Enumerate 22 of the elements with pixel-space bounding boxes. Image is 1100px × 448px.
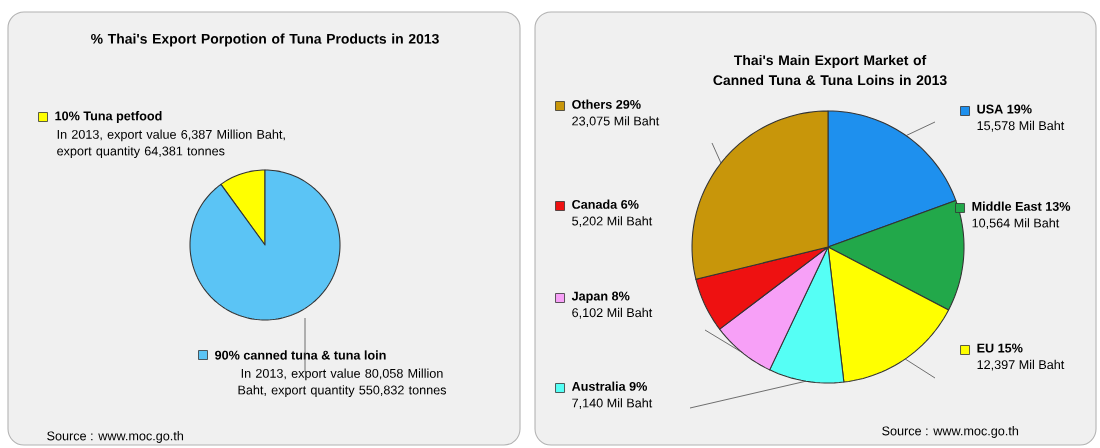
chart-title: % Thai's Export Porpotion of Tuna Products in 2013 bbox=[91, 33, 439, 47]
text: In 2013, export value 6,387 Million Baht, export quantity 64,381 tonnes bbox=[57, 129, 285, 158]
legend-label: Australia 9% bbox=[571, 381, 648, 391]
legend-label: 90% canned tuna & tuna loin bbox=[215, 350, 386, 360]
chart-title: Thai's Main Export Market of Canned Tuna & Tuna Loins in 2013 bbox=[713, 54, 947, 86]
legend-label: EU 15% bbox=[977, 343, 1023, 353]
legend-label: Japan 8% bbox=[571, 291, 630, 304]
legend-label: Canada 6% bbox=[572, 199, 639, 209]
data-label: 6,102 Mil Baht bbox=[572, 307, 653, 319]
data-label: 7,140 Mil Baht bbox=[572, 398, 653, 409]
legend-label: Others 29% bbox=[572, 99, 641, 109]
text: In 2013, export value 80,058 Million Baht, export quantity 550,832 tonnes bbox=[238, 368, 447, 397]
data-label: 12,397 Mil Baht bbox=[977, 359, 1065, 371]
data-label: 10,564 Mil Baht bbox=[972, 218, 1060, 229]
legend-label: 10% Tuna petfood bbox=[55, 111, 162, 123]
data-label: 5,202 Mil Baht bbox=[572, 216, 653, 227]
legend-label: Middle East 13% bbox=[972, 201, 1071, 211]
source-note: Source : www.moc.go.th bbox=[47, 431, 184, 443]
legend-label: USA 19% bbox=[977, 104, 1032, 114]
data-label: 23,075 Mil Baht bbox=[572, 116, 660, 127]
source-note: Source : www.moc.go.th bbox=[882, 426, 1019, 438]
data-label: 15,578 Mil Baht bbox=[977, 120, 1065, 132]
